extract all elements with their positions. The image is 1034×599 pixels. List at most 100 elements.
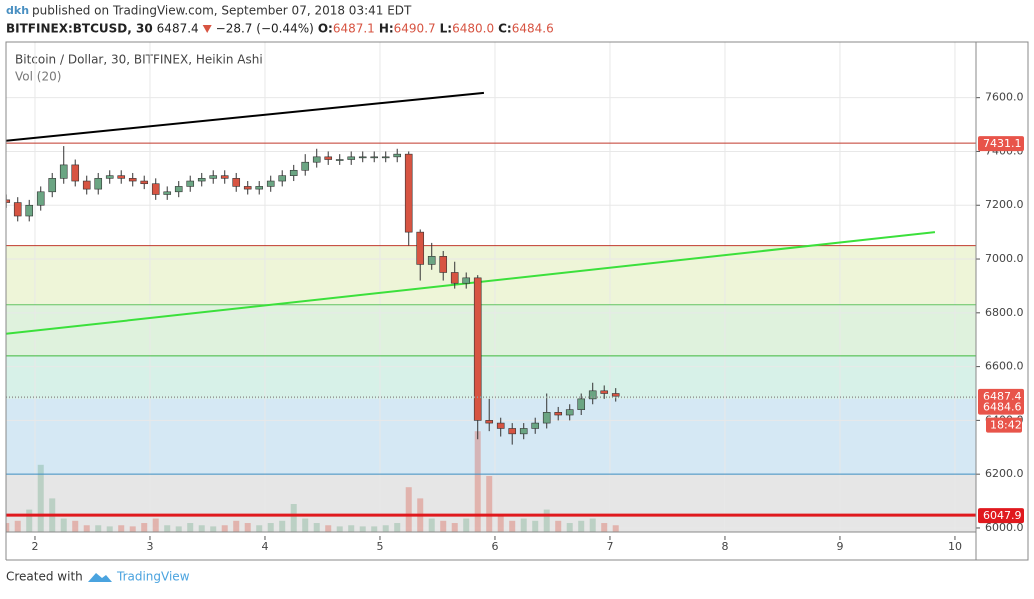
level-badge [978, 508, 1024, 524]
y-tick-label: 6800.0 [985, 306, 1024, 319]
x-tick-label: 7 [606, 540, 613, 553]
volume-bar [382, 525, 389, 532]
candle-body [404, 153, 413, 233]
zone [6, 245, 976, 305]
candle-body [255, 186, 264, 190]
candle-body [128, 178, 137, 182]
price-badge [978, 399, 1024, 415]
symbol-header: BITFINEX:BTCUSD, 30 6487.4 −28.7 (−0.44%) O… [6, 22, 554, 36]
tv-logo [88, 573, 112, 582]
volume-bar [532, 520, 539, 532]
volume-bar [405, 487, 412, 532]
candle-body [289, 169, 298, 176]
volume-bar [509, 520, 516, 532]
volume-bar [72, 520, 79, 532]
zone [6, 398, 976, 475]
candle-body [151, 183, 160, 195]
candle-body [588, 390, 597, 400]
candle-body [565, 409, 574, 416]
y-tick-label: 7600.0 [985, 91, 1024, 104]
volume-bar [83, 525, 90, 532]
volume-bar [325, 525, 332, 532]
level-badge-label: 6047.9 [983, 509, 1022, 522]
volume-bar [210, 526, 217, 532]
down-arrow [202, 25, 212, 33]
volume-bar [26, 509, 33, 532]
volume-bar [497, 515, 504, 532]
candle-body [220, 175, 229, 179]
volume-legend: Vol (20) [15, 70, 61, 84]
candle-body [94, 178, 103, 190]
volume-bar [302, 518, 309, 532]
x-tick-label: 2 [31, 540, 38, 553]
volume-bar [313, 523, 320, 532]
price-badge-label: 7431.1 [983, 137, 1022, 150]
volume-bar [578, 520, 585, 532]
volume-bar [187, 523, 194, 532]
candle-body [416, 231, 425, 265]
candle-body [496, 422, 505, 429]
volume-bar [359, 526, 366, 532]
volume-bar [244, 523, 251, 532]
header-text: BITFINEX:BTCUSD, 30 [6, 22, 153, 36]
candle-body [393, 153, 402, 158]
y-tick-label: 6000.0 [985, 521, 1024, 534]
candle-body [381, 156, 390, 159]
volume-bar [451, 523, 458, 532]
volume-bar [152, 518, 159, 532]
price-badge [978, 136, 1024, 152]
volume-bar [336, 526, 343, 532]
candle-body [82, 180, 91, 190]
y-tick-label: 6600.0 [985, 360, 1024, 373]
candle-body [347, 156, 356, 160]
countdown-badge [986, 417, 1022, 433]
x-tick-label: 8 [721, 540, 728, 553]
volume-bar [6, 523, 10, 532]
volume-bar [474, 431, 481, 532]
candle-body [232, 178, 241, 187]
candle-body [427, 256, 436, 265]
candle-body [335, 159, 344, 161]
volume-bar [221, 525, 228, 532]
volume-bar [463, 518, 470, 532]
footer-brand[interactable]: TradingView [116, 570, 190, 584]
volume-bar [440, 520, 447, 532]
volume-bar [520, 518, 527, 532]
header-text: −28.7 (−0.44%) [216, 22, 314, 36]
candle-body [508, 428, 517, 435]
header-text: 6490.7 [394, 22, 436, 36]
volume-bar [543, 509, 550, 532]
candle-body [611, 393, 620, 397]
candle-body [301, 161, 310, 171]
x-tick-label: 5 [376, 540, 383, 553]
volume-bar [428, 518, 435, 532]
candle-body [462, 277, 471, 284]
candle-body [163, 191, 172, 195]
volume-bar [233, 520, 240, 532]
published: published on TradingView.com, September … [32, 4, 412, 18]
volume-bar [141, 523, 148, 532]
y-tick-label: 7000.0 [985, 252, 1024, 265]
volume-bar [612, 525, 619, 532]
y-tick-label: 6200.0 [985, 467, 1024, 480]
volume-bar [118, 525, 125, 532]
header-text: 6487.1 [333, 22, 375, 36]
candle-body [358, 156, 367, 159]
header-text: L: [440, 22, 452, 36]
price-badge-label: 6487.4 [983, 390, 1022, 403]
header-text: H: [379, 22, 394, 36]
candle-body [278, 175, 287, 182]
candle-body [243, 186, 252, 190]
zone [6, 355, 976, 399]
x-tick-label: 9 [836, 540, 843, 553]
candle-body [209, 175, 218, 179]
header-text: 6480.0 [452, 22, 494, 36]
volume-bar [175, 526, 182, 532]
volume-bar [129, 526, 136, 532]
header-text: O: [318, 22, 333, 36]
volume-bar [198, 525, 205, 532]
candle-body [71, 164, 80, 182]
candle-body [197, 178, 206, 182]
axis-border [975, 41, 1029, 561]
countdown: 18:42 [990, 419, 1022, 432]
